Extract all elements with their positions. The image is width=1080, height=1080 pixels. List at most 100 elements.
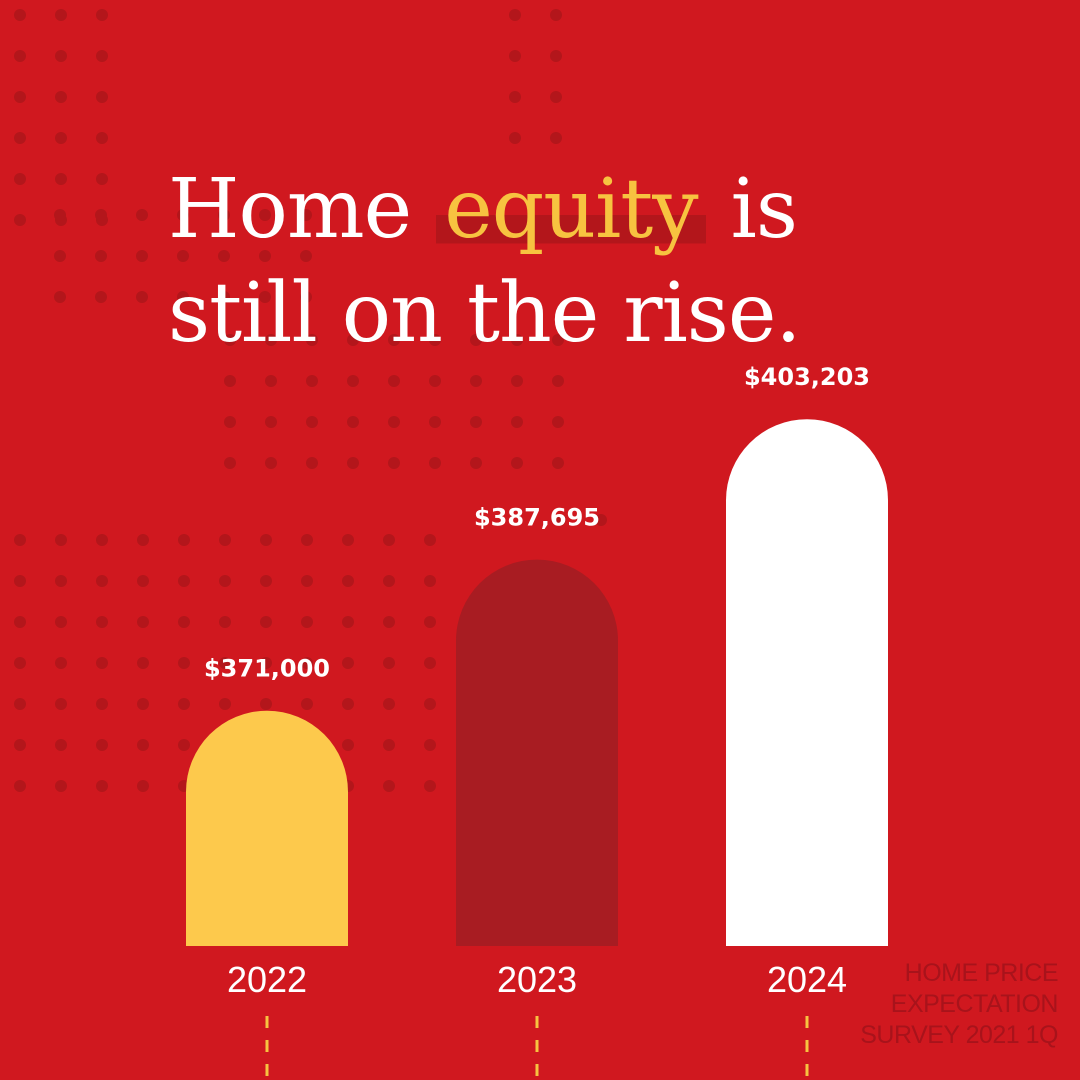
background-dot — [424, 575, 436, 587]
background-dot — [511, 375, 523, 387]
background-dot — [14, 616, 26, 628]
background-dot — [424, 616, 436, 628]
background-dot — [265, 457, 277, 469]
headline-start: Home — [168, 162, 437, 257]
background-dot — [224, 375, 236, 387]
background-dot — [54, 250, 66, 262]
background-dot — [550, 132, 562, 144]
background-dot — [301, 657, 313, 669]
background-dot — [260, 698, 272, 710]
background-dot — [383, 534, 395, 546]
background-dot — [178, 616, 190, 628]
source-note: HOME PRICE EXPECTATION SURVEY 2021 1Q — [860, 959, 1058, 1049]
background-dot — [224, 416, 236, 428]
background-dot — [595, 514, 607, 526]
background-dot — [300, 209, 312, 221]
bar-2024 — [726, 419, 888, 947]
background-dot — [306, 334, 318, 346]
background-dot — [470, 416, 482, 428]
background-dot — [306, 457, 318, 469]
background-dot — [55, 657, 67, 669]
background-dot — [218, 250, 230, 262]
background-dot — [342, 698, 354, 710]
background-dot — [219, 534, 231, 546]
background-dot — [259, 291, 271, 303]
background-dot — [265, 416, 277, 428]
background-dot — [55, 534, 67, 546]
background-dot — [429, 334, 441, 346]
headline-end: is still on the rise. — [168, 162, 801, 361]
background-dot — [424, 698, 436, 710]
background-dot — [14, 50, 26, 62]
background-dot — [388, 416, 400, 428]
background-dot — [137, 534, 149, 546]
background-dot — [424, 534, 436, 546]
background-dot — [96, 9, 108, 21]
background-dot — [178, 534, 190, 546]
background-dot — [383, 657, 395, 669]
background-dot — [470, 375, 482, 387]
background-dot — [301, 575, 313, 587]
background-dot — [383, 616, 395, 628]
background-dot — [96, 575, 108, 587]
background-dot — [14, 575, 26, 587]
background-dot — [259, 250, 271, 262]
background-dot — [509, 132, 521, 144]
background-dot — [137, 739, 149, 751]
background-dot — [424, 780, 436, 792]
background-dot — [301, 698, 313, 710]
background-dot — [96, 50, 108, 62]
background-dot — [509, 50, 521, 62]
background-dot — [265, 375, 277, 387]
background-dot — [342, 657, 354, 669]
background-dot — [470, 457, 482, 469]
headline-highlight-word: equity — [436, 162, 706, 257]
background-dot — [219, 575, 231, 587]
background-dot — [137, 616, 149, 628]
background-dot — [342, 739, 354, 751]
background-dot — [95, 209, 107, 221]
background-dot — [14, 657, 26, 669]
background-dot — [552, 334, 564, 346]
background-dot — [511, 457, 523, 469]
background-dot — [96, 534, 108, 546]
background-dot — [301, 534, 313, 546]
background-dot — [347, 457, 359, 469]
background-dot — [347, 334, 359, 346]
background-dot — [429, 375, 441, 387]
background-dot — [137, 657, 149, 669]
background-dot — [509, 91, 521, 103]
background-dot — [14, 698, 26, 710]
background-dot — [14, 780, 26, 792]
background-dot — [96, 657, 108, 669]
background-dot — [96, 698, 108, 710]
background-dot — [347, 375, 359, 387]
bar-2022 — [186, 710, 348, 946]
background-dot — [55, 173, 67, 185]
background-dot — [14, 91, 26, 103]
background-dot — [14, 534, 26, 546]
background-dot — [178, 739, 190, 751]
background-dot — [54, 291, 66, 303]
background-dot — [137, 780, 149, 792]
background-dot — [136, 209, 148, 221]
background-dot — [95, 250, 107, 262]
background-dot — [55, 780, 67, 792]
background-dot — [219, 698, 231, 710]
background-dot — [306, 416, 318, 428]
background-dot — [96, 173, 108, 185]
background-dot — [347, 416, 359, 428]
bar-2023 — [456, 559, 618, 946]
background-dot — [259, 209, 271, 221]
background-dot — [177, 209, 189, 221]
background-dot — [218, 209, 230, 221]
background-dot — [424, 657, 436, 669]
background-dot — [224, 457, 236, 469]
background-dot — [177, 291, 189, 303]
background-dot — [554, 514, 566, 526]
background-dot — [14, 739, 26, 751]
background-dot — [55, 575, 67, 587]
